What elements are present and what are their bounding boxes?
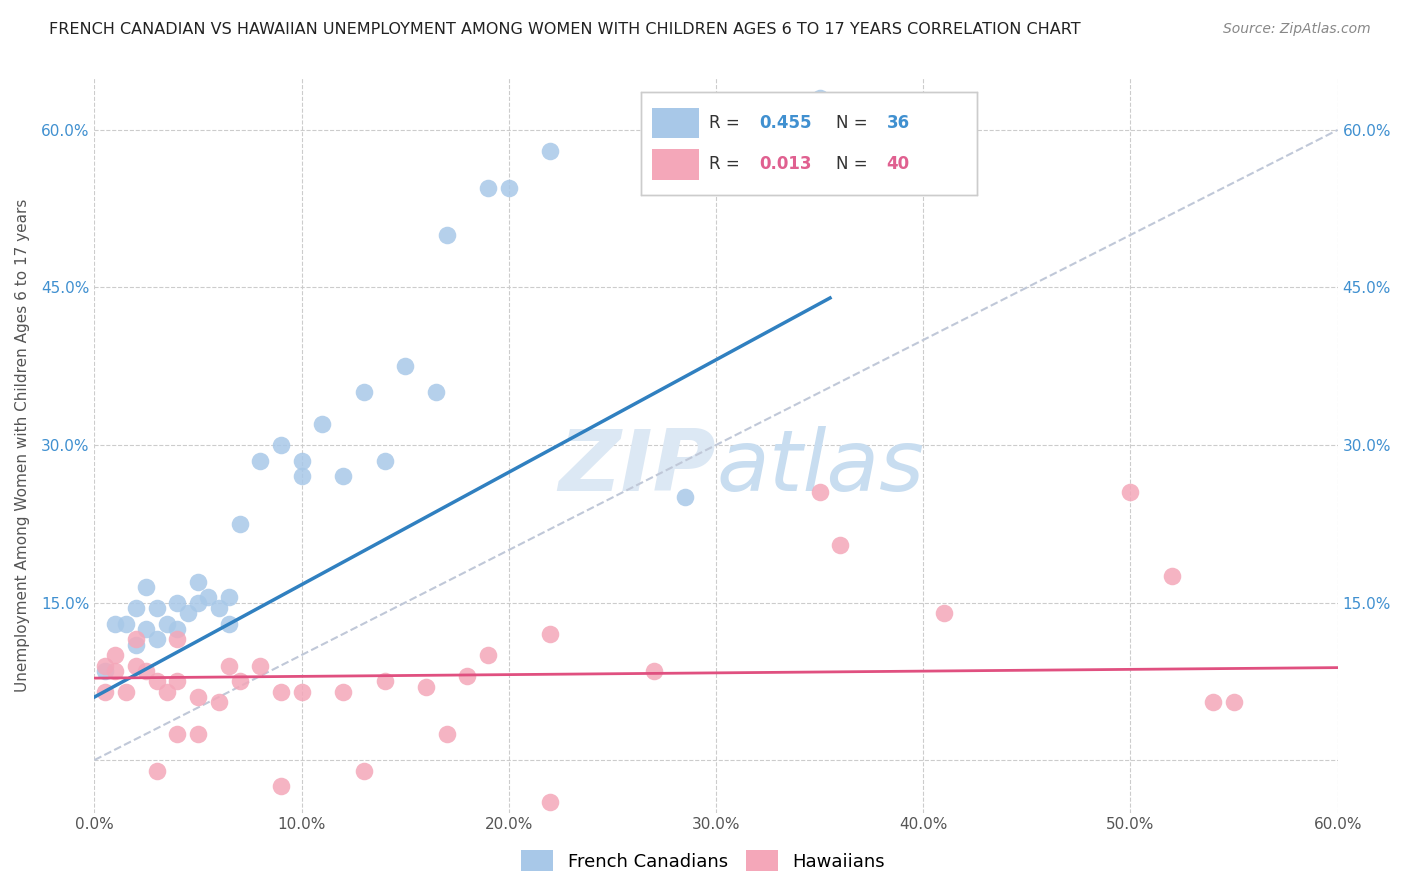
Point bbox=[353, 385, 375, 400]
Point bbox=[197, 591, 219, 605]
Point bbox=[94, 664, 117, 678]
Point bbox=[228, 674, 250, 689]
Point bbox=[1160, 569, 1182, 583]
Point bbox=[145, 674, 167, 689]
Point bbox=[114, 685, 136, 699]
Point bbox=[125, 658, 148, 673]
Point bbox=[291, 469, 314, 483]
Point bbox=[270, 779, 292, 793]
Point bbox=[249, 454, 271, 468]
Point bbox=[228, 516, 250, 531]
Point bbox=[477, 180, 499, 194]
Point bbox=[125, 632, 148, 647]
Text: ZIP: ZIP bbox=[558, 425, 716, 508]
Point bbox=[291, 454, 314, 468]
Point bbox=[270, 438, 292, 452]
Point bbox=[932, 606, 955, 620]
Point bbox=[166, 632, 188, 647]
Point bbox=[135, 664, 157, 678]
Point bbox=[477, 648, 499, 662]
Point bbox=[145, 632, 167, 647]
Text: FRENCH CANADIAN VS HAWAIIAN UNEMPLOYMENT AMONG WOMEN WITH CHILDREN AGES 6 TO 17 : FRENCH CANADIAN VS HAWAIIAN UNEMPLOYMENT… bbox=[49, 22, 1081, 37]
Point bbox=[208, 600, 231, 615]
Point bbox=[125, 638, 148, 652]
Point bbox=[145, 600, 167, 615]
Point bbox=[374, 674, 396, 689]
Point bbox=[156, 685, 179, 699]
Point bbox=[94, 658, 117, 673]
Point bbox=[166, 674, 188, 689]
Point bbox=[104, 648, 127, 662]
Point bbox=[187, 595, 209, 609]
Point bbox=[156, 616, 179, 631]
Point bbox=[177, 606, 200, 620]
Point bbox=[374, 454, 396, 468]
Point bbox=[114, 616, 136, 631]
Point bbox=[808, 91, 831, 105]
Point bbox=[353, 764, 375, 778]
Point bbox=[538, 795, 561, 809]
Legend: French Canadians, Hawaiians: French Canadians, Hawaiians bbox=[513, 843, 893, 879]
Point bbox=[538, 144, 561, 158]
Point bbox=[187, 727, 209, 741]
Point bbox=[187, 574, 209, 589]
Point bbox=[1119, 485, 1142, 500]
Point bbox=[436, 227, 458, 242]
Point bbox=[208, 695, 231, 709]
Text: Source: ZipAtlas.com: Source: ZipAtlas.com bbox=[1223, 22, 1371, 37]
Y-axis label: Unemployment Among Women with Children Ages 6 to 17 years: Unemployment Among Women with Children A… bbox=[15, 198, 30, 691]
Point bbox=[498, 180, 520, 194]
Point bbox=[145, 764, 167, 778]
Point bbox=[425, 385, 447, 400]
Point bbox=[104, 664, 127, 678]
Point bbox=[249, 658, 271, 673]
Text: atlas: atlas bbox=[716, 425, 924, 508]
Point bbox=[456, 669, 478, 683]
Point bbox=[538, 627, 561, 641]
Point bbox=[166, 595, 188, 609]
Point bbox=[166, 622, 188, 636]
Point bbox=[270, 685, 292, 699]
Point bbox=[135, 622, 157, 636]
Point bbox=[125, 600, 148, 615]
Point bbox=[643, 664, 665, 678]
Point bbox=[291, 685, 314, 699]
Point bbox=[218, 591, 240, 605]
Point bbox=[332, 469, 354, 483]
Point bbox=[436, 727, 458, 741]
Point bbox=[94, 685, 117, 699]
Point bbox=[394, 359, 416, 374]
Point bbox=[673, 491, 696, 505]
Point bbox=[135, 580, 157, 594]
Point bbox=[187, 690, 209, 704]
Point bbox=[1223, 695, 1246, 709]
Point bbox=[218, 658, 240, 673]
Point bbox=[808, 485, 831, 500]
Point bbox=[415, 680, 437, 694]
Point bbox=[1202, 695, 1225, 709]
Point bbox=[104, 616, 127, 631]
Point bbox=[311, 417, 333, 431]
Point bbox=[218, 616, 240, 631]
Point bbox=[830, 538, 852, 552]
Point bbox=[166, 727, 188, 741]
Point bbox=[332, 685, 354, 699]
